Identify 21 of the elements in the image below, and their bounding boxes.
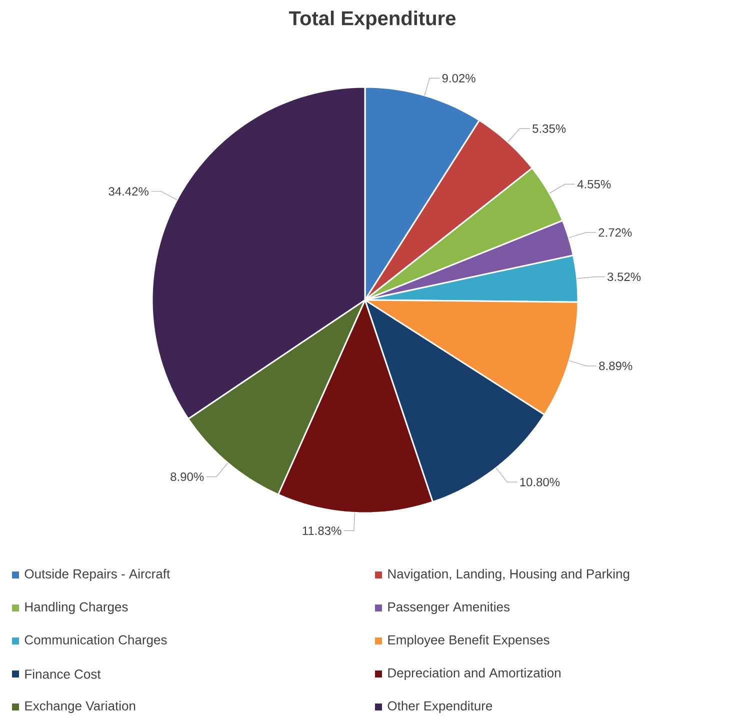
data-label: 3.52% (607, 272, 641, 282)
legend-label: Communication Charges (24, 634, 167, 648)
legend-label: Other Expenditure (388, 700, 492, 714)
legend-label: Depreciation and Amortization (388, 668, 560, 680)
legend-label: Exchange Variation (25, 700, 136, 714)
legend-label: Employee Benefit Expenses (388, 634, 550, 648)
legend-label: Handling Charges (25, 602, 128, 614)
data-label: 4.55% (577, 180, 611, 188)
data-label: 34.42% (108, 187, 148, 196)
legend-label: Outside Repairs - Aircraft (24, 568, 170, 582)
data-label: 8.89% (599, 362, 632, 370)
data-label: 5.35% (532, 124, 566, 133)
data-label: 2.72% (598, 228, 632, 237)
data-label: 11.83% (302, 526, 342, 535)
chart-title: Total Expenditure (289, 10, 456, 30)
data-label: 9.02% (442, 74, 476, 82)
data-label: 8.90% (170, 472, 204, 482)
legend-label: Navigation, Landing, Housing and Parking (388, 568, 630, 582)
legend-label: Passenger Amenities (388, 602, 510, 614)
data-label: 10.80% (520, 478, 560, 486)
legend-label: Finance Cost (25, 669, 101, 679)
